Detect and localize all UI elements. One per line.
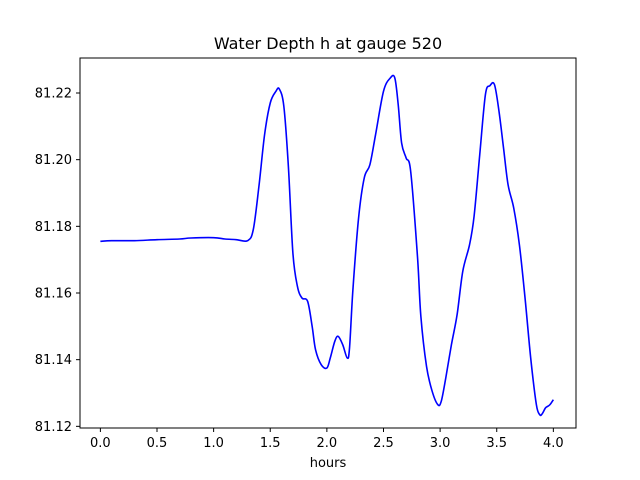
y-tick-label: 81.18	[35, 220, 72, 235]
x-tick-label: 3.0	[430, 436, 451, 451]
x-axis-label: hours	[310, 456, 347, 471]
y-tick-label: 81.20	[35, 153, 72, 168]
y-tick-label: 81.22	[35, 87, 72, 102]
y-axis-ticks: 81.12 81.14 81.16 81.18 81.20 81.22	[35, 87, 80, 435]
x-tick-label: 2.0	[317, 436, 338, 451]
x-tick-label: 4.0	[543, 436, 564, 451]
y-tick-label: 81.16	[35, 287, 72, 302]
x-tick-label: 3.5	[486, 436, 507, 451]
series-line-0	[100, 74, 555, 417]
plot-data-layer	[100, 74, 555, 417]
y-tick-label: 81.12	[35, 420, 72, 435]
x-tick-label: 2.5	[373, 436, 394, 451]
x-tick-label: 1.0	[203, 436, 224, 451]
x-tick-label: 0.5	[147, 436, 168, 451]
x-tick-label: 0.0	[90, 436, 111, 451]
axes-frame	[79, 57, 577, 429]
x-axis-ticks: 0.0 0.5 1.0 1.5 2.0 2.5 3.0 3.5 4.0	[90, 428, 564, 451]
x-tick-label: 1.5	[260, 436, 281, 451]
y-tick-label: 81.14	[35, 353, 72, 368]
chart-title: Water Depth h at gauge 520	[214, 34, 442, 53]
